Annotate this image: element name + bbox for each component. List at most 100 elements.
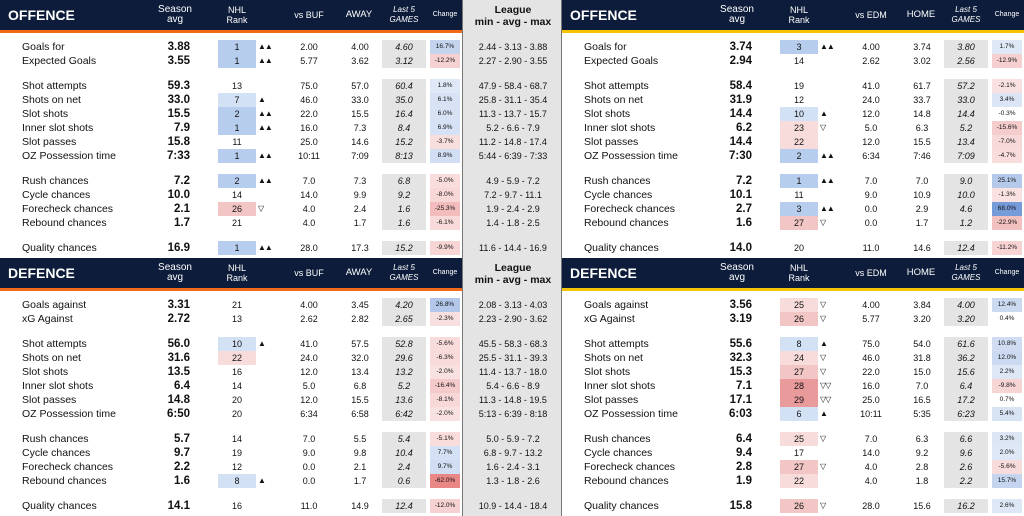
vs-opponent-value: 10:11 [298, 151, 320, 161]
league-range-row: 1.6 - 2.4 - 3.1 [463, 460, 563, 474]
location-value: 7.3 [353, 176, 367, 186]
vs-opponent-value: 7.0 [864, 434, 878, 444]
last5-value: 3.12 [382, 54, 426, 69]
nhl-rank-value: 25 [780, 432, 818, 447]
vs-opponent-value: 12.0 [862, 109, 880, 119]
change-value: -8.1% [430, 393, 460, 408]
league-range-value: 1.9 - 2.4 - 2.9 [486, 204, 540, 214]
league-range-row: 1.4 - 1.8 - 2.5 [463, 216, 563, 230]
season-avg-value: 7.9 [174, 122, 190, 134]
nhl-rank-value: 16 [231, 367, 242, 377]
stat-name: Slot shots [22, 108, 69, 120]
change-header: Change [432, 11, 458, 18]
change-value: -7.0% [992, 135, 1022, 150]
vs-opponent-value: 75.0 [862, 339, 880, 349]
vs-opponent-value: 0.0 [864, 204, 878, 214]
stat-name: Shots on net [584, 94, 643, 106]
vs-opponent-value: 16.0 [300, 123, 318, 133]
last5-value: 2.4 [382, 460, 426, 475]
rank-arrows-icon [258, 135, 282, 149]
nhl-rank-value: 21 [231, 218, 242, 228]
location-value: 14.9 [351, 501, 369, 511]
last5-value: 3.20 [944, 312, 988, 327]
last5-value: 15.6 [944, 365, 988, 380]
season-avg-value: 16.9 [167, 242, 190, 254]
league-range-row: 2.23 - 2.90 - 3.62 [463, 312, 563, 326]
stat-name: Shot attempts [584, 338, 649, 350]
vs-opponent-value: 5.0 [864, 123, 878, 133]
vs-opponent-value: 6:34 [300, 409, 318, 419]
location-value: 2.4 [353, 204, 367, 214]
vs-opponent-value: 46.0 [862, 353, 880, 363]
location-value: 6.3 [915, 123, 929, 133]
panel-title: OFFENCE [570, 7, 637, 23]
vs-opponent-value: 7.0 [302, 434, 316, 444]
league-range-value: 11.4 - 13.7 - 18.0 [479, 367, 547, 377]
change-value: 68.0% [992, 202, 1022, 217]
last5-value: 4.60 [382, 40, 426, 55]
location-value: 9.2 [915, 448, 929, 458]
last5-value: 15.2 [382, 135, 426, 150]
vs-opponent-value: 14.0 [300, 190, 318, 200]
location-header: AWAY [345, 267, 373, 278]
nhl-rank-header: NHL Rank [226, 5, 248, 25]
panel-title: OFFENCE [8, 7, 75, 23]
nhl-rank-value: 29 [780, 393, 818, 408]
league-range-row: 1.9 - 2.4 - 2.9 [463, 202, 563, 216]
location-value: 9.9 [353, 190, 367, 200]
season-avg-value: 2.2 [174, 461, 190, 473]
league-range-value: 45.5 - 58.3 - 68.3 [478, 339, 548, 349]
last5-value: 7:09 [944, 149, 988, 164]
last5-value: 4.00 [944, 298, 988, 313]
last5-header: Last 5 GAMES [389, 263, 419, 282]
stat-row: Forecheck chances 2.7 3 ▲▲ 0.0 2.9 4.6 68.0% [562, 202, 1024, 217]
nhl-rank-value: 8 [780, 337, 818, 352]
league-range-row: 5.0 - 5.9 - 7.2 [463, 432, 563, 446]
location-value: 3.20 [913, 314, 931, 324]
change-value: -9.8% [992, 379, 1022, 394]
league-range-row: 5:44 - 6:39 - 7:33 [463, 149, 563, 163]
stat-row: OZ Possession time 7:33 1 ▲▲ 10:11 7:09 8:13 8.… [0, 149, 462, 164]
change-value: -2.0% [430, 407, 460, 422]
stat-row: Shot attempts 56.0 10 ▲ 41.0 57.5 52.8 -5.6% [0, 337, 462, 352]
season-avg-value: 2.8 [736, 461, 752, 473]
vs-opponent-value: 25.0 [300, 137, 318, 147]
rank-arrows-icon: ▲▲ [820, 204, 835, 213]
location-value: 7:09 [351, 151, 369, 161]
last5-value: 10.4 [382, 446, 426, 461]
location-value: 14.6 [913, 243, 931, 253]
rank-arrows-icon [820, 135, 844, 149]
rank-arrows-icon [258, 351, 282, 365]
stat-row: Slot passes 14.8 20 12.0 15.5 13.6 -8.1% [0, 393, 462, 408]
nhl-rank-value: 23 [780, 121, 818, 136]
season-avg-value: 59.3 [167, 80, 190, 92]
rank-arrows-icon: ▲▲ [820, 42, 835, 51]
panel-header: DEFENCE Season avg NHL Rank vs BUF AWAY Last … [0, 258, 462, 288]
stat-row: Rebound chances 1.6 27 ▽ 0.0 1.7 1.2 -22.9% [562, 216, 1024, 231]
location-value: 31.8 [913, 353, 931, 363]
change-value: 9.7% [430, 460, 460, 475]
stat-row: Slot shots 15.5 2 ▲▲ 22.0 15.5 16.4 6.0% [0, 107, 462, 122]
last5-value: 35.0 [382, 93, 426, 108]
rank-arrows-icon: ▲▲ [258, 151, 273, 160]
stat-row: Rush chances 7.2 2 ▲▲ 7.0 7.3 6.8 -5.0% [0, 174, 462, 189]
nhl-rank-value: 10 [780, 107, 818, 122]
change-value: 3.2% [992, 432, 1022, 447]
nhl-rank-value: 14 [793, 56, 804, 66]
stat-row: Slot passes 17.1 29 ▽▽ 25.0 16.5 17.2 0.7% [562, 393, 1024, 408]
change-value: 0.7% [999, 396, 1015, 403]
nhl-rank-value: 8 [218, 474, 256, 489]
league-range-value: 5:44 - 6:39 - 7:33 [478, 151, 548, 161]
last5-value: 60.4 [382, 79, 426, 94]
last5-value: 52.8 [382, 337, 426, 352]
league-range-row: 5.4 - 6.6 - 8.9 [463, 379, 563, 393]
season-avg-value: 56.0 [167, 338, 190, 350]
nhl-rank-value: 21 [231, 300, 242, 310]
stat-row: Expected Goals 3.55 1 ▲▲ 5.77 3.62 3.12 -12.2% [0, 54, 462, 69]
location-value: 33.7 [913, 95, 931, 105]
nhl-rank-value: 3 [780, 40, 818, 55]
location-value: 5.5 [353, 434, 367, 444]
change-value: 12.0% [992, 351, 1022, 366]
last5-value: 12.4 [944, 241, 988, 256]
location-value: 3.84 [913, 300, 931, 310]
